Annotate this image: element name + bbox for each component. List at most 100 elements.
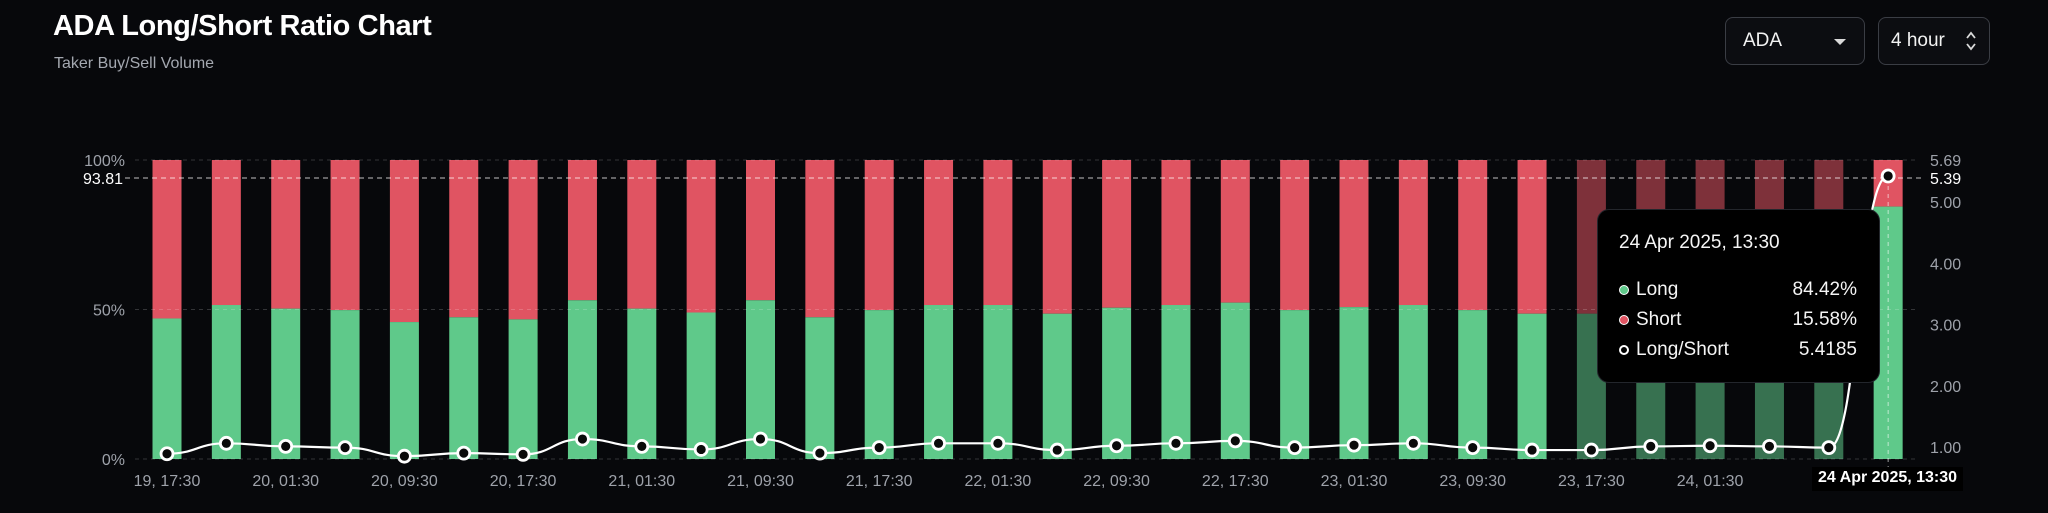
tooltip-date: 24 Apr 2025, 13:30 [1619, 232, 1780, 253]
bar-short [924, 160, 954, 306]
bar-long [330, 310, 360, 459]
ratio-point [1049, 442, 1065, 458]
bar-long [1458, 310, 1488, 459]
crosshair-x-label: 24 Apr 2025, 13:30 [1812, 467, 1964, 491]
bar-short [1517, 160, 1547, 314]
interval-select-value: 4 hour [1891, 30, 1945, 51]
x-tick-label: 20, 09:30 [371, 473, 438, 490]
y-right-tick-label: 1.00 [1930, 440, 1961, 457]
bar-long [627, 308, 657, 459]
bar-short [1102, 160, 1132, 308]
x-tick-label: 22, 01:30 [965, 473, 1032, 490]
y-right-tick-label: 5.00 [1930, 195, 1961, 212]
bar-short [1042, 160, 1072, 314]
ratio-point [1762, 438, 1777, 454]
x-tick-label: 21, 01:30 [608, 473, 675, 490]
bar-short [1458, 160, 1488, 311]
long-dot-icon [1619, 285, 1629, 295]
ratio-point [931, 435, 946, 451]
ratio-point [634, 438, 650, 454]
bar-short [152, 160, 182, 319]
y-left-tick-label: 0% [102, 452, 125, 469]
x-tick-label: 20, 01:30 [252, 473, 319, 490]
bar-long [924, 305, 954, 459]
y-right-tick-label: 3.00 [1930, 318, 1961, 335]
ratio-point [1880, 168, 1896, 184]
ratio-point [990, 435, 1006, 451]
bar-long [152, 318, 182, 459]
bar-short [1398, 160, 1428, 306]
bar-short [211, 160, 241, 306]
tooltip-row-ratio: Long/Short 5.4185 [1619, 335, 1857, 365]
bar-long [1398, 305, 1428, 459]
y-right-tick-label: 4.00 [1930, 256, 1961, 273]
x-tick-label: 23, 17:30 [1558, 473, 1625, 490]
bar-long [1280, 310, 1310, 459]
bar-short [746, 160, 775, 301]
ratio-point [1405, 435, 1421, 451]
ratio-point [1168, 435, 1184, 451]
tooltip-value: 15.58% [1792, 309, 1857, 330]
tooltip-value: 84.42% [1792, 279, 1857, 300]
ratio-line-layer [159, 168, 1896, 464]
ratio-point [871, 440, 887, 456]
tooltip-label: Long/Short [1636, 339, 1729, 360]
chevron-up-down-icon [1966, 31, 1976, 51]
bar-short [805, 160, 835, 318]
bar-short [508, 160, 538, 320]
chart-title: ADA Long/Short Ratio Chart [53, 10, 432, 42]
bar-short [1280, 160, 1310, 311]
bar-short [449, 160, 479, 318]
ratio-point [1584, 442, 1599, 458]
ratio-point [1821, 440, 1837, 456]
ratio-point [693, 442, 709, 457]
ratio-dot-icon [1619, 345, 1629, 355]
ratio-point [575, 431, 590, 447]
x-tick-label: 23, 01:30 [1321, 473, 1388, 490]
tooltip-label: Long [1636, 279, 1679, 300]
ratio-point [337, 440, 353, 456]
y-left-tick-label: 100% [84, 153, 125, 170]
x-tick-label: 23, 09:30 [1439, 473, 1506, 490]
bar-long [508, 319, 538, 459]
bar-long [805, 317, 835, 459]
ratio-point [753, 431, 768, 447]
x-tick-label: 19, 17:30 [134, 473, 201, 490]
data-tooltip: 24 Apr 2025, 13:30 Long 84.42% Short 15.… [1597, 209, 1880, 383]
asset-select[interactable]: ADA [1725, 17, 1865, 65]
bar-short [864, 160, 894, 311]
bar-short [567, 160, 597, 301]
ratio-point [159, 446, 175, 462]
chevron-down-icon [1834, 39, 1846, 45]
y-left-tick-label: 50% [93, 303, 125, 320]
x-tick-label: 22, 17:30 [1202, 473, 1269, 490]
ratio-point [218, 435, 234, 451]
bar-long [1220, 302, 1250, 459]
ratio-point [1702, 438, 1718, 454]
bar-short [1161, 160, 1191, 306]
bar-long [1517, 313, 1547, 459]
ratio-point [1287, 440, 1303, 456]
bar-short [627, 160, 657, 309]
short-dot-icon [1619, 315, 1629, 325]
ratio-point [1465, 440, 1481, 456]
ratio-point [1346, 437, 1362, 453]
ratio-point [456, 445, 472, 461]
bar-long [389, 322, 419, 459]
tooltip-row-short: Short 15.58% [1619, 305, 1857, 335]
bar-long [864, 310, 894, 459]
bar-short [330, 160, 360, 311]
ratio-point [1109, 438, 1124, 454]
x-tick-label: 20, 17:30 [490, 473, 557, 490]
bar-short [271, 160, 301, 309]
chart-subtitle: Taker Buy/Sell Volume [54, 55, 215, 72]
bar-long [1161, 305, 1191, 459]
bar-long [1042, 313, 1072, 459]
bar-short [1339, 160, 1369, 308]
x-tick-label: 21, 09:30 [727, 473, 794, 490]
ratio-point [1643, 438, 1659, 454]
x-tick-label: 24, 01:30 [1677, 473, 1744, 490]
ratio-point [515, 446, 531, 462]
bar-long [1339, 307, 1369, 459]
interval-select[interactable]: 4 hour [1878, 17, 1990, 65]
